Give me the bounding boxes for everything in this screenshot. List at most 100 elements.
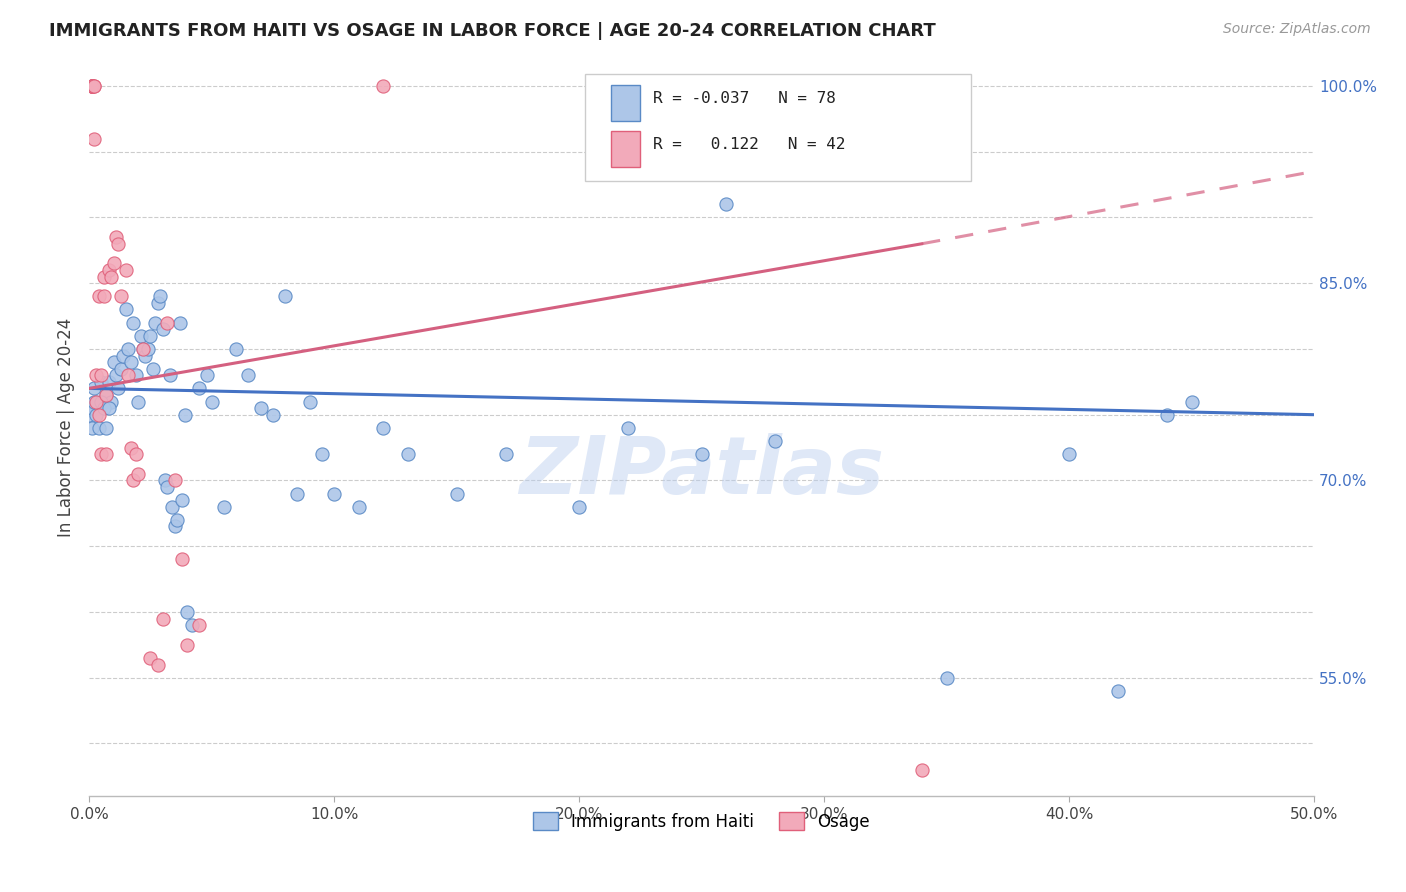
- Point: [93, 401, 115, 416]
- FancyBboxPatch shape: [612, 130, 640, 168]
- Point: [100, 394, 122, 409]
- Point: [122, 316, 145, 330]
- Point: [188, 618, 211, 632]
- FancyBboxPatch shape: [612, 85, 640, 121]
- Point: [110, 289, 132, 303]
- Point: [80, 78, 103, 93]
- Point: [90, 375, 112, 389]
- Point: [371, 421, 394, 435]
- Point: [156, 316, 179, 330]
- Point: [90, 394, 112, 409]
- Point: [80, 421, 103, 435]
- Point: [134, 349, 156, 363]
- Point: [105, 368, 128, 383]
- Point: [97, 401, 120, 416]
- Point: [93, 269, 115, 284]
- Point: [143, 316, 166, 330]
- Point: [114, 302, 136, 317]
- Point: [311, 447, 333, 461]
- Point: [117, 342, 139, 356]
- Text: ZIPatlas: ZIPatlas: [519, 433, 884, 511]
- Point: [124, 368, 146, 383]
- Point: [238, 368, 260, 383]
- Point: [124, 447, 146, 461]
- Point: [446, 486, 468, 500]
- Point: [172, 493, 194, 508]
- Point: [1107, 684, 1129, 698]
- Point: [176, 605, 198, 619]
- Point: [127, 467, 149, 481]
- Point: [142, 361, 165, 376]
- Point: [93, 394, 115, 409]
- Point: [152, 322, 174, 336]
- Point: [97, 263, 120, 277]
- Point: [103, 256, 125, 270]
- Point: [90, 368, 112, 383]
- Point: [568, 500, 591, 514]
- Point: [149, 289, 172, 303]
- Point: [911, 763, 934, 777]
- Point: [86, 394, 108, 409]
- Point: [152, 611, 174, 625]
- Point: [132, 342, 155, 356]
- Point: [298, 394, 321, 409]
- Point: [86, 408, 108, 422]
- Point: [120, 441, 142, 455]
- Point: [262, 408, 284, 422]
- Point: [1180, 394, 1202, 409]
- Point: [117, 368, 139, 383]
- Point: [96, 388, 118, 402]
- Point: [83, 394, 105, 409]
- Point: [495, 447, 517, 461]
- Point: [87, 401, 110, 416]
- Point: [105, 230, 128, 244]
- FancyBboxPatch shape: [585, 74, 972, 181]
- Legend: Immigrants from Haiti, Osage: Immigrants from Haiti, Osage: [529, 807, 875, 836]
- Point: [690, 447, 713, 461]
- Point: [87, 289, 110, 303]
- Point: [176, 638, 198, 652]
- Point: [80, 78, 103, 93]
- Point: [212, 500, 235, 514]
- Point: [96, 388, 118, 402]
- Point: [110, 361, 132, 376]
- Point: [249, 401, 271, 416]
- Point: [156, 480, 179, 494]
- Point: [935, 671, 957, 685]
- Point: [136, 342, 159, 356]
- Point: [96, 447, 118, 461]
- Point: [763, 434, 786, 448]
- Point: [100, 269, 122, 284]
- Point: [169, 316, 191, 330]
- Point: [86, 368, 108, 383]
- Point: [127, 394, 149, 409]
- Point: [146, 657, 169, 672]
- Point: [112, 349, 135, 363]
- Point: [83, 381, 105, 395]
- Point: [80, 78, 103, 93]
- Point: [80, 78, 103, 93]
- Point: [195, 368, 218, 383]
- Point: [86, 394, 108, 409]
- Text: Source: ZipAtlas.com: Source: ZipAtlas.com: [1223, 22, 1371, 37]
- Point: [173, 408, 195, 422]
- Point: [617, 421, 640, 435]
- Point: [114, 263, 136, 277]
- Text: R = -0.037   N = 78: R = -0.037 N = 78: [652, 91, 835, 106]
- Point: [77, 408, 100, 422]
- Point: [83, 78, 105, 93]
- Point: [83, 131, 105, 145]
- Point: [166, 513, 188, 527]
- Point: [97, 375, 120, 389]
- Y-axis label: In Labor Force | Age 20-24: In Labor Force | Age 20-24: [58, 318, 75, 538]
- Point: [103, 355, 125, 369]
- Text: IMMIGRANTS FROM HAITI VS OSAGE IN LABOR FORCE | AGE 20-24 CORRELATION CHART: IMMIGRANTS FROM HAITI VS OSAGE IN LABOR …: [49, 22, 936, 40]
- Point: [122, 474, 145, 488]
- Point: [371, 78, 394, 93]
- Point: [163, 474, 186, 488]
- Point: [120, 355, 142, 369]
- Point: [347, 500, 370, 514]
- Point: [181, 618, 204, 632]
- Point: [225, 342, 247, 356]
- Point: [714, 197, 737, 211]
